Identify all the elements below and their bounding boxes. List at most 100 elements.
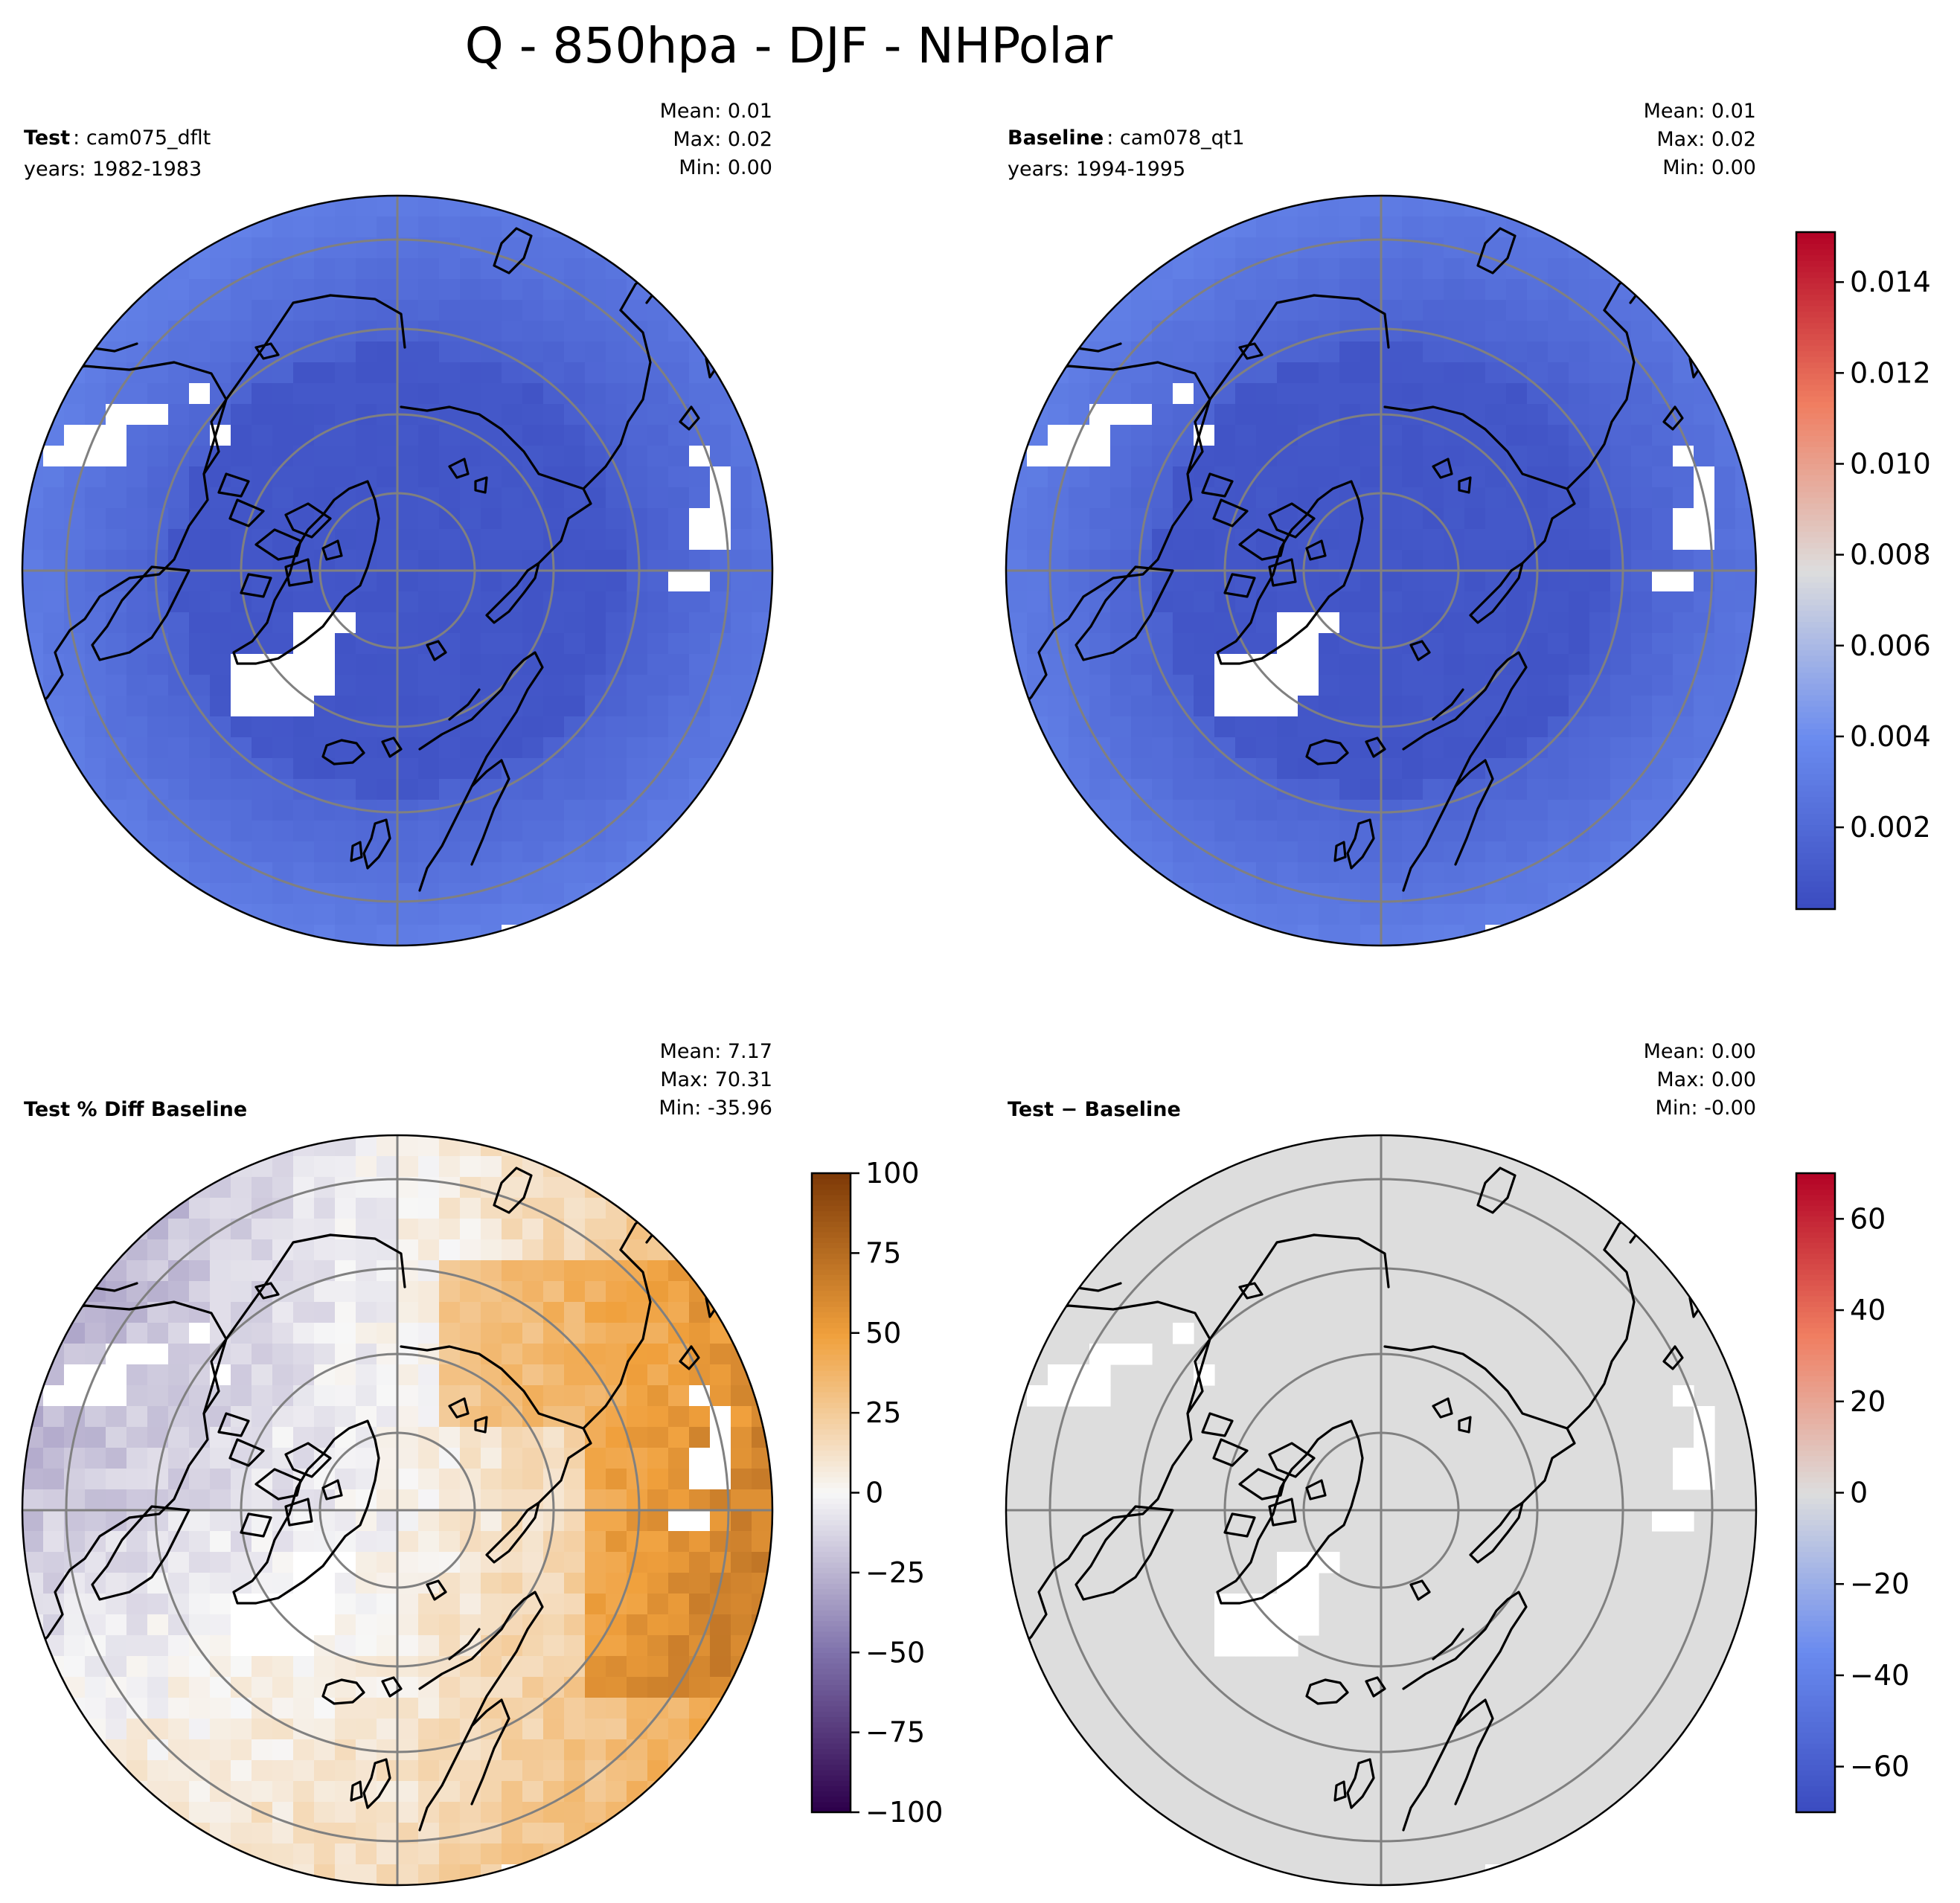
grid-cell [731,508,752,530]
colorbar-segment [1796,1327,1835,1334]
grid-cell [106,1427,127,1448]
grid-cell [606,279,627,301]
grid-cell [397,1573,419,1594]
grid-cell [668,425,690,446]
grid-cell [1319,341,1340,363]
grid-cell [1006,633,1028,655]
grid-cell [1714,612,1736,634]
colorbar-segment [1796,598,1835,606]
grid-cell [460,279,481,301]
grid-cell [1423,904,1444,925]
colorbar-segment [1796,739,1835,746]
grid-cell [1423,591,1444,613]
grid-cell [710,716,731,738]
grid-cell [126,1614,148,1636]
grid-cell [397,1198,419,1219]
grid-cell [1110,696,1132,717]
colorbar-segment [1796,1285,1835,1291]
grid-cell [1256,883,1278,905]
grid-cell [1027,529,1048,551]
grid-cell [502,216,523,238]
grid-cell [1444,279,1465,301]
grid-cell [1277,1594,1298,1615]
colorbar-segment [1796,751,1835,758]
grid-cell [85,383,106,405]
grid-cell [647,404,669,426]
grid-cell [731,466,752,488]
grid-cell [1131,737,1153,759]
grid-cell [1256,591,1278,613]
grid-cell [252,446,273,467]
grid-cell [627,1302,648,1323]
colorbar-segment [1796,1668,1835,1675]
grid-cell [418,508,440,530]
grid-cell [43,529,65,551]
grid-cell [1548,321,1569,342]
colorbar-segment [1796,807,1835,814]
colorbar-segment [812,1418,851,1425]
grid-cell [564,1677,586,1698]
grid-cell [1194,612,1215,634]
grid-cell [293,696,315,717]
grid-cell [356,1281,377,1303]
colorbar-segment [812,1732,851,1739]
grid-cell [564,1802,586,1823]
grid-cell [210,1281,231,1303]
grid-cell [647,1406,669,1428]
colorbar-segment [1796,1332,1835,1339]
grid-cell [502,1739,523,1761]
grid-cell [1173,737,1194,759]
grid-cell [585,1219,606,1240]
grid-cell [231,1385,252,1407]
grid-cell [335,1323,356,1344]
grid-cell [210,258,231,280]
grid-cell [1277,258,1298,280]
grid-cell [397,1406,419,1428]
grid-cell [606,1177,627,1198]
grid-cell [1339,216,1361,238]
grid-cell [397,1635,419,1657]
grid-cell [1444,925,1465,946]
colorbar-segment [1796,711,1835,718]
grid-cell [210,1198,231,1219]
grid-cell [314,716,336,738]
colorbar-segment [1796,254,1835,261]
grid-cell [585,1281,606,1303]
grid-cell [627,1489,648,1511]
grid-cell [1423,779,1444,800]
grid-cell [293,1677,315,1698]
grid-cell [418,383,440,405]
grid-cell [1485,800,1507,821]
grid-cell [252,1156,273,1178]
grid-cell [1589,508,1611,530]
grid-cell [1506,279,1528,301]
grid-cell [231,300,252,321]
grid-cell [1152,841,1173,863]
grid-cell [335,1573,356,1594]
grid-cell [564,383,586,405]
colorbar-segment [1796,283,1835,289]
grid-cell [293,1364,315,1386]
grid-cell [502,1156,523,1178]
grid-cell [689,1698,711,1719]
grid-cell [272,758,294,780]
grid-cell [397,1260,419,1282]
grid-cell [64,612,86,634]
grid-cell [1069,737,1090,759]
grid-cell [1256,216,1278,238]
grid-cell [293,716,315,738]
grid-cell [1089,779,1111,800]
grid-cell [564,1614,586,1636]
grid-cell [1319,508,1340,530]
grid-cell [1069,383,1090,405]
colorbar-segment [1796,548,1835,555]
grid-cell [210,1239,231,1261]
colorbar-segment [812,1344,851,1350]
grid-cell [1673,654,1694,675]
grid-cell [502,883,523,905]
grid-cell [1610,716,1632,738]
grid-cell [1527,446,1549,467]
grid-cell [85,404,106,426]
grid-cell [1485,341,1507,363]
colorbar-segment [1796,582,1835,588]
